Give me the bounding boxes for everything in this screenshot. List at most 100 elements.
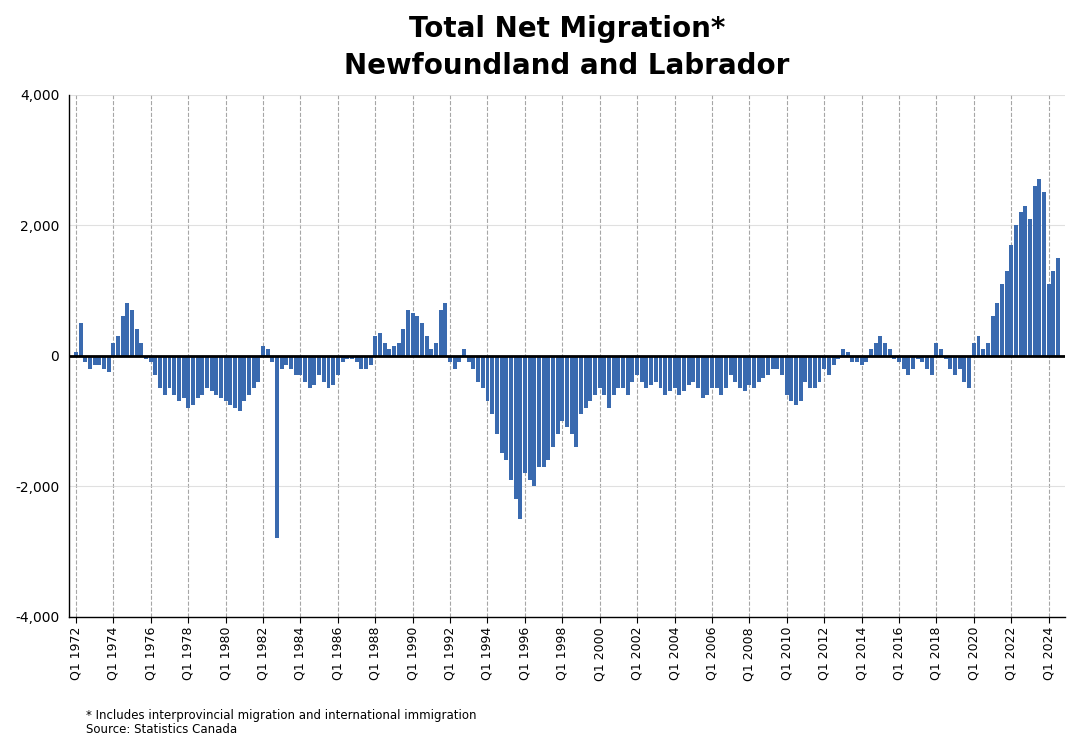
Bar — [841, 349, 845, 356]
Bar — [981, 349, 985, 356]
Bar — [219, 356, 222, 398]
Bar — [340, 356, 345, 362]
Bar — [514, 356, 517, 499]
Bar — [855, 356, 859, 362]
Bar — [289, 356, 293, 369]
Bar — [733, 356, 738, 382]
Bar — [729, 356, 732, 375]
Bar — [794, 356, 798, 405]
Bar — [555, 356, 559, 434]
Bar — [284, 356, 288, 366]
Bar — [1037, 179, 1041, 356]
Bar — [579, 356, 583, 414]
Bar — [846, 352, 850, 356]
Bar — [822, 356, 826, 369]
Bar — [336, 356, 340, 375]
Bar — [705, 356, 710, 394]
Bar — [687, 356, 690, 385]
Bar — [789, 356, 794, 401]
Bar — [75, 352, 78, 356]
Bar — [597, 356, 602, 388]
Bar — [242, 356, 246, 401]
Bar — [111, 343, 116, 356]
Bar — [467, 356, 471, 362]
Bar — [916, 356, 920, 359]
Bar — [930, 356, 934, 375]
Bar — [500, 356, 503, 454]
Bar — [990, 317, 995, 356]
Bar — [976, 336, 981, 356]
Bar — [603, 356, 606, 394]
Bar — [715, 356, 718, 388]
Bar — [177, 356, 180, 401]
Bar — [532, 356, 537, 486]
Bar — [210, 356, 214, 391]
Bar — [392, 346, 396, 356]
Bar — [186, 356, 190, 408]
Bar — [589, 356, 592, 401]
Bar — [1009, 245, 1013, 356]
Bar — [785, 356, 788, 394]
Bar — [191, 356, 194, 405]
Bar — [869, 349, 873, 356]
Bar — [303, 356, 307, 382]
Bar — [995, 303, 999, 356]
Bar — [940, 349, 943, 356]
Bar — [1042, 192, 1045, 356]
Bar — [972, 343, 976, 356]
Bar — [121, 317, 124, 356]
Bar — [827, 356, 831, 375]
Bar — [298, 356, 302, 375]
Bar — [280, 356, 284, 369]
Bar — [583, 356, 588, 408]
Bar — [611, 356, 616, 394]
Bar — [448, 356, 453, 362]
Bar — [920, 356, 924, 362]
Bar — [639, 356, 644, 382]
Bar — [266, 349, 270, 356]
Bar — [617, 356, 620, 388]
Bar — [625, 356, 630, 394]
Bar — [701, 356, 704, 398]
Bar — [476, 356, 481, 382]
Bar — [368, 356, 373, 366]
Bar — [364, 356, 368, 369]
Bar — [1000, 284, 1003, 356]
Bar — [402, 329, 405, 356]
Bar — [233, 356, 237, 408]
Bar — [1032, 186, 1037, 356]
Bar — [635, 356, 639, 375]
Bar — [1004, 271, 1009, 356]
Bar — [430, 349, 433, 356]
Bar — [416, 317, 419, 356]
Bar — [673, 356, 676, 388]
Bar — [912, 356, 915, 369]
Bar — [771, 356, 774, 369]
Bar — [761, 356, 766, 378]
Bar — [551, 356, 555, 447]
Bar — [799, 356, 802, 401]
Bar — [172, 356, 176, 394]
Bar — [934, 343, 939, 356]
Bar — [569, 356, 573, 434]
Bar — [130, 310, 134, 356]
Text: * Includes interprovincial migration and international immigration: * Includes interprovincial migration and… — [86, 708, 477, 722]
Bar — [312, 356, 316, 385]
Bar — [93, 356, 97, 366]
Bar — [537, 356, 541, 466]
Bar — [653, 356, 658, 382]
Bar — [724, 356, 728, 388]
Bar — [453, 356, 457, 369]
Bar — [396, 343, 401, 356]
Bar — [874, 343, 878, 356]
Bar — [462, 349, 467, 356]
Bar — [752, 356, 756, 388]
Bar — [1051, 271, 1055, 356]
Bar — [892, 356, 896, 359]
Bar — [495, 356, 499, 434]
Bar — [490, 356, 495, 414]
Bar — [1047, 284, 1051, 356]
Bar — [472, 356, 475, 369]
Bar — [135, 329, 138, 356]
Bar — [107, 356, 111, 372]
